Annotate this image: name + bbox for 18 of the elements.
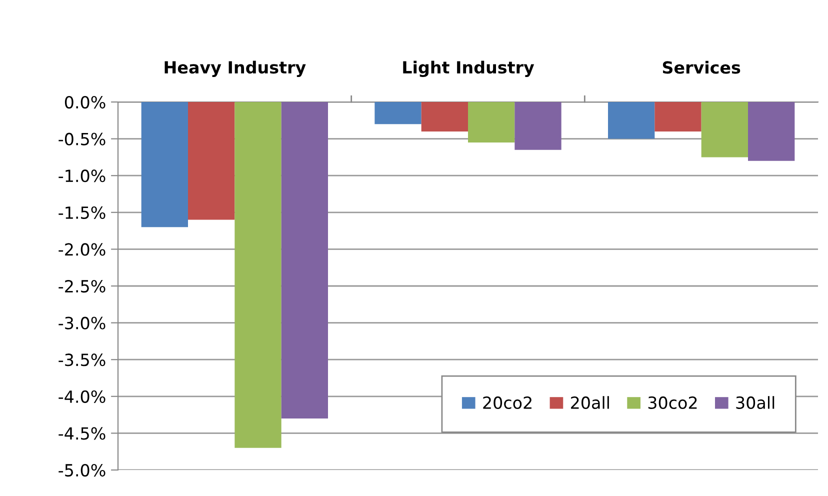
x-tick-label: Services [662,60,740,74]
legend-label: 20co2 [483,396,532,409]
legend-label: 20all [571,396,609,409]
legend-label: 30all [736,396,774,409]
legend-label: 30co2 [648,396,697,409]
y-tick-label: -5.0% [58,464,106,477]
x-tick-label: Light Industry [403,60,534,77]
x-tick-label: Heavy Industry [164,60,306,77]
y-tick-label: -1.0% [58,170,106,182]
y-tick-label: 0.0% [64,96,106,109]
y-tick-label: -2.5% [58,280,106,293]
y-tick-label: -0.5% [58,132,106,146]
y-tick-label: -4.5% [58,427,106,440]
y-tick-label: -2.0% [58,243,106,256]
y-tick-label: -3.0% [58,316,106,330]
y-tick-label: -4.0% [58,390,106,403]
y-tick-label: -3.5% [58,354,106,366]
y-tick-label: -1.5% [58,206,106,219]
